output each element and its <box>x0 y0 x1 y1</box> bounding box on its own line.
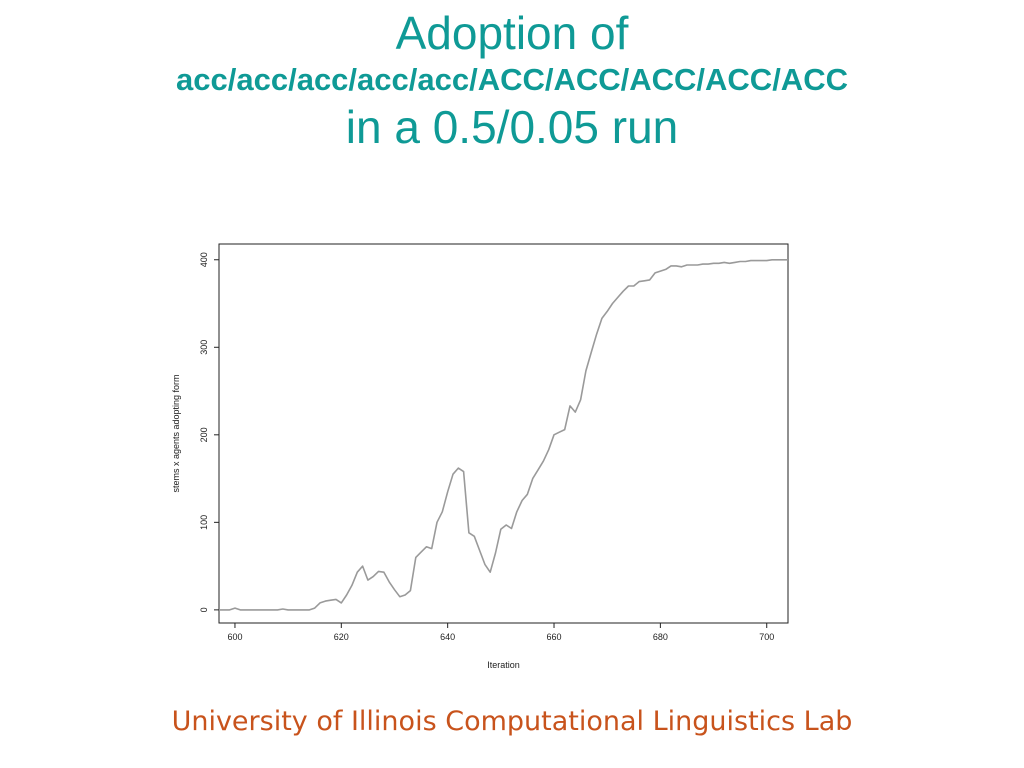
title-line-2: acc/acc/acc/acc/acc/ACC/ACC/ACC/ACC/ACC <box>176 62 848 97</box>
x-axis-label: Iteration <box>487 660 520 670</box>
x-tick-label: 600 <box>227 632 242 642</box>
y-axis-label: stems x agents adopting form <box>171 374 181 492</box>
footer-lab-name: University of Illinois Computational Lin… <box>171 706 853 737</box>
slide-title: Adoption of acc/acc/acc/acc/acc/ACC/ACC/… <box>0 6 1024 154</box>
y-tick-label: 100 <box>199 515 209 530</box>
y-tick-label: 300 <box>199 340 209 355</box>
series-line <box>219 258 788 611</box>
line-chart: 600 620 640 660 680 700 0 100 200 300 400 Iteration… <box>171 243 789 670</box>
x-tick-label: 660 <box>547 632 562 642</box>
y-tick-label: 200 <box>199 427 209 442</box>
x-tick-label: 700 <box>759 632 774 642</box>
x-tick-label: 620 <box>334 632 349 642</box>
title-line-3: in a 0.5/0.05 run <box>345 101 679 153</box>
y-tick-label: 400 <box>199 252 209 267</box>
x-tick-label: 680 <box>653 632 668 642</box>
x-tick-label: 640 <box>440 632 455 642</box>
y-tick-label: 0 <box>199 607 209 612</box>
plot-frame <box>218 243 789 624</box>
title-line-1: Adoption of <box>395 7 629 59</box>
